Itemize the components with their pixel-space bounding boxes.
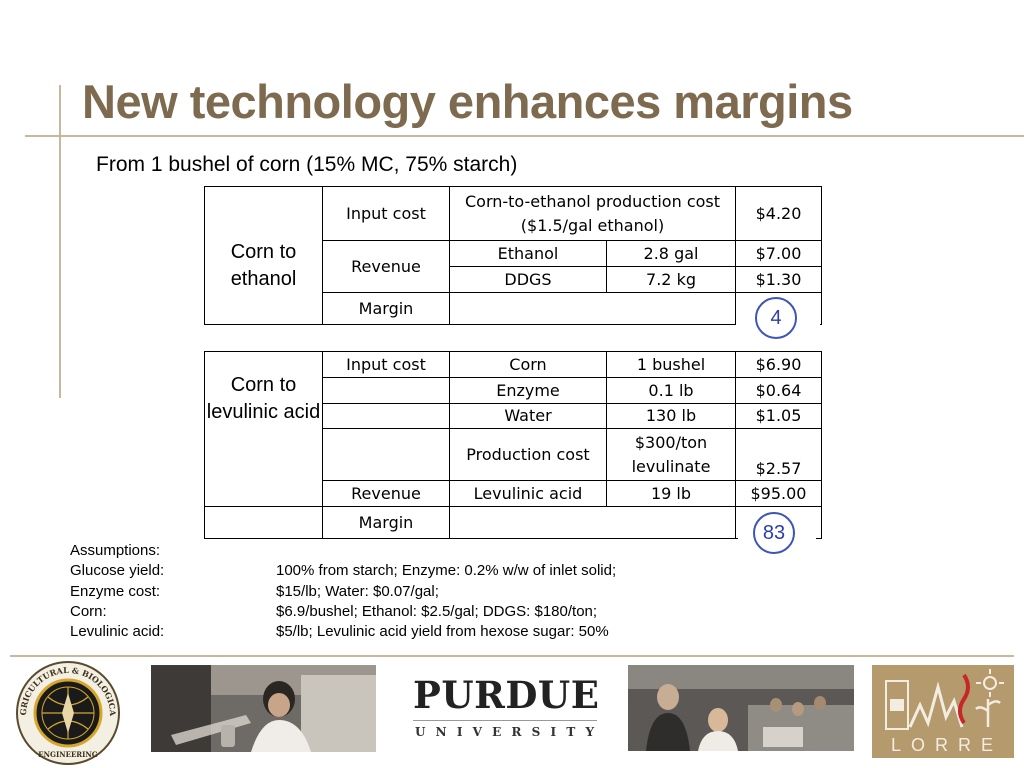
ethanol-production-cost-desc: Corn-to-ethanol production cost ($1.5/ga…	[448, 186, 737, 241]
ethanol-qty: 2.8 gal	[605, 240, 737, 267]
water-value: $1.05	[735, 403, 822, 429]
lab-photo	[151, 665, 376, 752]
page-title: New technology enhances margins	[82, 75, 853, 128]
ethanol-value: $7.00	[735, 240, 823, 267]
enzyme-item: Enzyme	[449, 377, 607, 404]
vertical-rule	[59, 85, 61, 398]
assumption-key: Enzyme cost:	[70, 582, 161, 600]
assumption-value: 100% from starch; Enzyme: 0.2% w/w of in…	[276, 562, 617, 580]
production-cost-value: $2.57	[735, 428, 822, 481]
ddgs-name: DDGS	[449, 266, 607, 293]
purdue-wordmark: PURDUE	[413, 673, 600, 717]
ethanol-margin-label: Margin	[322, 292, 450, 325]
group-photo	[628, 665, 854, 751]
water-qty: 130 lb	[606, 403, 736, 429]
ethanol-revenue-label: Revenue	[322, 240, 450, 293]
ethanol-table: Corn to ethanol Input cost Corn-to-ethan…	[204, 186, 823, 325]
assumption-value: $5/lb; Levulinic acid yield from hexose …	[276, 623, 609, 641]
assumption-value: $15/lb; Water: $0.07/gal;	[276, 582, 439, 600]
ethanol-production-cost-value: $4.20	[735, 186, 823, 241]
corn-qty: 1 bushel	[606, 351, 736, 378]
corn-value: $6.90	[735, 351, 822, 378]
ethanol-name: Ethanol	[449, 240, 607, 267]
ddgs-value: $1.30	[735, 266, 823, 293]
ethanol-input-cost-label: Input cost	[322, 186, 450, 241]
levulinic-margin-blank	[449, 506, 736, 539]
ethanol-side-label: Corn to ethanol	[204, 186, 323, 325]
enzyme-qty: 0.1 lb	[606, 377, 736, 404]
blank-cell	[322, 428, 450, 481]
enzyme-value: $0.64	[735, 377, 822, 404]
title-underline	[25, 135, 1024, 137]
corn-item: Corn	[449, 351, 607, 378]
subtitle: From 1 bushel of corn (15% MC, 75% starc…	[96, 153, 518, 176]
svg-text:ENGINEERING: ENGINEERING	[38, 750, 98, 759]
purdue-logo: PURDUE UNIVERSITY	[405, 673, 605, 748]
assumptions-heading: Assumptions:	[70, 542, 161, 559]
purdue-university-text: UNIVERSITY	[415, 725, 605, 739]
levulinic-input-cost-label: Input cost	[322, 351, 450, 378]
lorre-logo: LORRE	[872, 665, 1014, 758]
assumption-value: $6.9/bushel; Ethanol: $2.5/gal; DDGS: $1…	[276, 602, 598, 620]
levulinic-margin-badge: 83	[753, 512, 795, 554]
water-item: Water	[449, 403, 607, 429]
ethanol-margin-blank	[448, 292, 737, 325]
assumption-key: Levulinic acid:	[70, 623, 165, 641]
production-cost-qty: $300/ton levulinate	[606, 428, 736, 481]
lorre-text: LORRE	[890, 735, 1003, 755]
levulinic-side-label: Corn to levulinic acid	[204, 351, 323, 507]
footer-rule	[10, 655, 1014, 657]
ddgs-qty: 7.2 kg	[605, 266, 737, 293]
levulinic-revenue-label: Revenue	[322, 480, 450, 507]
purdue-rule	[413, 720, 597, 721]
levulinic-revenue-qty: 19 lb	[606, 480, 736, 507]
levulinic-revenue-value: $95.00	[735, 480, 822, 507]
abe-seal-logo: AGRICULTURAL & BIOLOGICAL ENGINEERING	[12, 657, 124, 765]
blank-cell	[322, 403, 450, 429]
production-cost-label: Production cost	[449, 428, 607, 481]
blank-cell	[322, 377, 450, 404]
levulinic-table: Corn to levulinic acid Input cost Corn 1…	[204, 351, 822, 539]
levulinic-revenue-item: Levulinic acid	[449, 480, 607, 507]
assumption-key: Glucose yield:	[70, 562, 165, 580]
assumption-key: Corn:	[70, 602, 107, 620]
levulinic-margin-label: Margin	[322, 506, 450, 539]
ethanol-margin-badge: 4	[755, 297, 797, 339]
side-blank-cell	[204, 506, 323, 539]
